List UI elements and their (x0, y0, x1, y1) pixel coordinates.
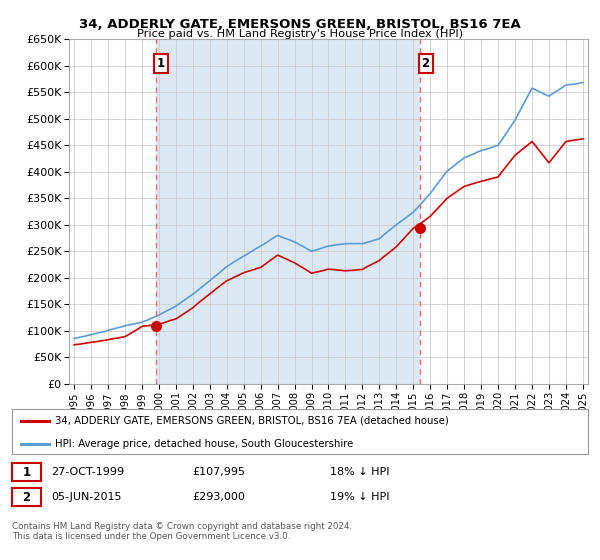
Text: 2: 2 (22, 491, 31, 504)
Text: 05-JUN-2015: 05-JUN-2015 (51, 492, 121, 502)
Text: 34, ADDERLY GATE, EMERSONS GREEN, BRISTOL, BS16 7EA (detached house): 34, ADDERLY GATE, EMERSONS GREEN, BRISTO… (55, 416, 449, 426)
Text: 1: 1 (22, 465, 31, 479)
Text: 27-OCT-1999: 27-OCT-1999 (51, 467, 124, 477)
Text: £293,000: £293,000 (192, 492, 245, 502)
Text: £107,995: £107,995 (192, 467, 245, 477)
Text: 34, ADDERLY GATE, EMERSONS GREEN, BRISTOL, BS16 7EA: 34, ADDERLY GATE, EMERSONS GREEN, BRISTO… (79, 18, 521, 31)
Text: 1: 1 (157, 57, 165, 70)
Text: Price paid vs. HM Land Registry's House Price Index (HPI): Price paid vs. HM Land Registry's House … (137, 29, 463, 39)
Text: 2: 2 (421, 57, 430, 70)
Text: Contains HM Land Registry data © Crown copyright and database right 2024.
This d: Contains HM Land Registry data © Crown c… (12, 522, 352, 542)
Bar (156, 39, 421, 384)
Text: 19% ↓ HPI: 19% ↓ HPI (330, 492, 389, 502)
Text: 18% ↓ HPI: 18% ↓ HPI (330, 467, 389, 477)
Text: HPI: Average price, detached house, South Gloucestershire: HPI: Average price, detached house, Sout… (55, 438, 353, 449)
